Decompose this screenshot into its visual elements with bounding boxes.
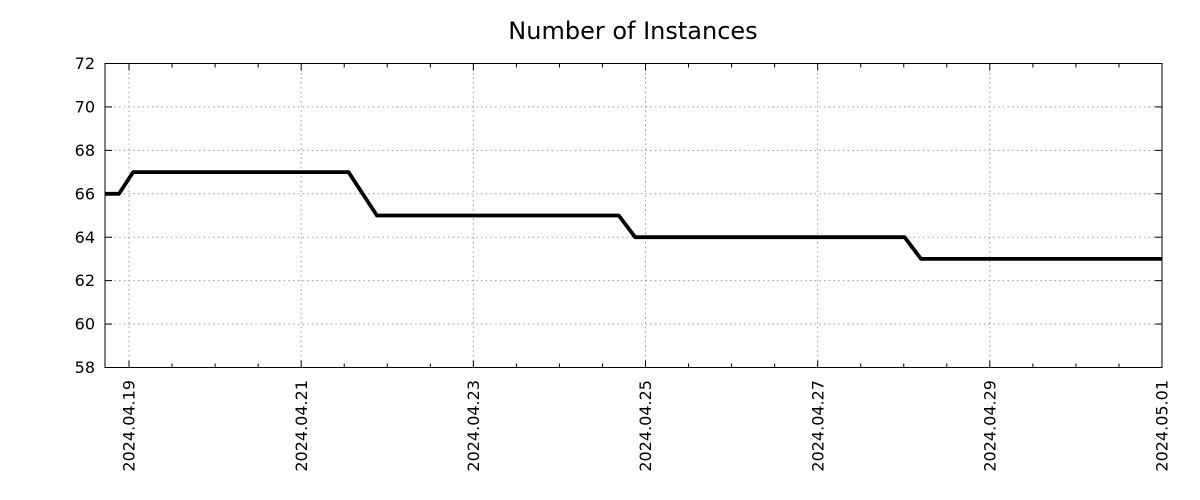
- chart-title: Number of Instances: [508, 17, 757, 45]
- x-axis-labels: 2024.04.19 2024.04.21 2024.04.23 2024.04.25…: [120, 380, 1172, 472]
- plot-border: [104, 63, 1163, 368]
- y-tick-label: 70: [75, 98, 95, 117]
- y-tick-label: 62: [75, 271, 95, 290]
- gridlines: [105, 63, 1163, 368]
- y-tick-label: 58: [75, 358, 95, 377]
- plot-frame: [104, 63, 1163, 368]
- y-tick-label: 66: [75, 184, 95, 203]
- series-line: [105, 170, 1162, 261]
- x-tick-label: 2024.04.29: [980, 380, 999, 472]
- y-tick-label: 72: [75, 54, 95, 73]
- x-tick-label: 2024.04.21: [292, 380, 311, 472]
- x-tick-label: 2024.04.19: [120, 380, 139, 472]
- x-tick-label: 2024.04.23: [464, 380, 483, 472]
- x-tick-label: 2024.04.25: [636, 380, 655, 472]
- y-tick-label: 60: [75, 315, 95, 334]
- data-series: [105, 170, 1162, 261]
- y-tick-label: 64: [75, 228, 95, 247]
- y-axis-labels: 58 60 62 64 66 68 70 72: [75, 54, 95, 377]
- y-tick-label: 68: [75, 141, 95, 160]
- axis-ticks: [105, 63, 1163, 368]
- x-tick-label: 2024.05.01: [1153, 380, 1172, 472]
- x-tick-label: 2024.04.27: [808, 380, 827, 472]
